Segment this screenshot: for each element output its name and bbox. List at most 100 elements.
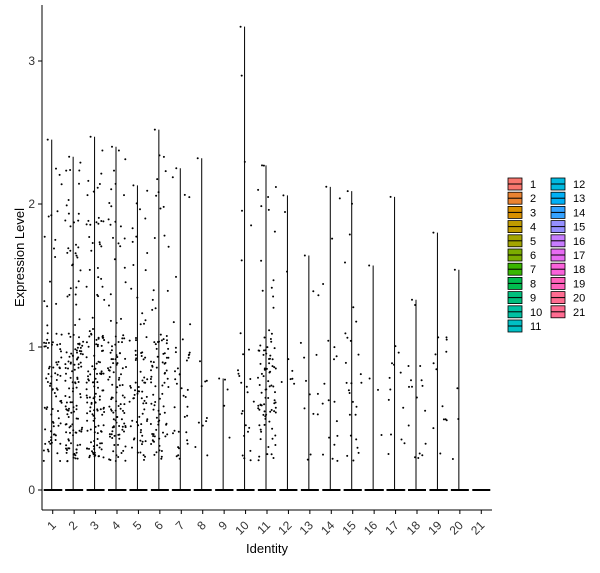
data-point [265,413,268,416]
data-point [135,339,137,342]
data-point [194,446,197,448]
data-point [91,381,94,384]
data-point [138,390,141,393]
data-point [403,489,406,491]
data-point [357,451,360,454]
data-point [76,358,78,361]
data-point [223,489,226,491]
data-point [129,385,132,387]
data-point [380,434,383,436]
data-point [264,388,267,391]
data-point [111,437,114,439]
data-point [59,374,62,377]
data-point [139,208,141,211]
data-point [99,361,101,364]
data-point [109,293,112,296]
data-point [262,164,265,167]
data-point [101,336,104,339]
data-point [270,489,273,491]
data-point [64,379,67,382]
data-point [117,149,120,152]
data-point [186,405,189,408]
data-point [291,377,294,380]
data-point [167,356,170,359]
data-point [55,379,58,381]
data-point [111,383,114,386]
data-point [67,247,70,250]
data-point [96,444,99,447]
data-point [98,243,101,246]
data-point [442,418,445,421]
data-point [178,447,180,450]
data-point [183,415,186,418]
data-point [58,173,61,176]
data-point [155,489,158,491]
data-point [175,455,178,458]
data-point [100,277,103,280]
data-point [96,267,99,269]
data-point [77,246,80,249]
data-point [151,365,154,368]
data-point [90,441,92,444]
data-point [346,454,349,457]
data-point [121,394,124,397]
data-point [110,398,113,401]
data-point [67,438,70,441]
data-point [154,385,157,388]
data-point [272,385,275,388]
data-point [262,375,265,378]
legend-label: 2 [530,193,536,205]
data-point [421,384,424,387]
data-point [79,393,82,395]
data-point [134,381,137,384]
data-point [85,381,88,384]
data-point [55,361,58,364]
data-point [163,372,166,375]
data-point [107,218,110,221]
data-point [400,438,403,441]
data-point [267,196,270,198]
data-point [257,188,260,191]
data-point [110,188,113,191]
data-point [81,353,84,356]
data-point [164,361,167,364]
data-point [91,413,94,416]
data-point [165,369,168,372]
data-point [163,411,166,414]
data-point [364,489,367,491]
data-point [103,298,106,301]
data-point [78,318,81,321]
data-point [205,379,208,382]
data-point [100,220,103,222]
data-point [143,458,145,461]
data-point [74,293,77,296]
data-point [316,489,319,491]
data-point [270,453,273,456]
data-point [144,381,147,384]
data-point [377,388,379,391]
data-point [65,372,67,375]
data-point [266,346,269,349]
data-point [145,336,148,339]
data-point [108,304,110,307]
data-point [138,415,141,418]
data-point [238,375,241,377]
data-point [107,367,109,370]
data-point [100,370,103,373]
data-point [479,489,482,491]
data-point [108,376,111,378]
data-point [58,367,61,370]
data-point [140,355,143,357]
data-point [153,453,156,456]
data-point [72,355,74,357]
data-point [79,443,82,446]
data-point [93,395,96,398]
data-point [186,439,189,442]
data-point [322,489,325,491]
data-point [199,360,201,363]
data-point [328,436,331,439]
data-point [86,419,89,422]
data-point [55,395,58,398]
data-point [102,372,105,375]
data-point [309,489,312,491]
